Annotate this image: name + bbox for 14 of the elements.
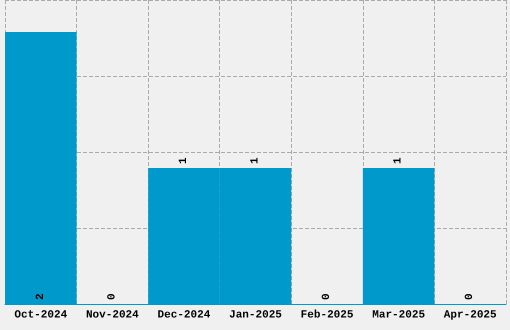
x-tick-label: Feb-2025: [300, 310, 354, 322]
data-label: 1: [392, 156, 405, 164]
data-label: 0: [106, 293, 118, 300]
x-tick-label: Apr-2025: [444, 310, 498, 322]
data-label: 1: [178, 156, 190, 164]
x-tick-label: Oct-2024: [14, 310, 68, 322]
data-label: 0: [321, 293, 334, 300]
data-label: 2: [34, 293, 47, 300]
x-tick-label: Dec-2024: [158, 310, 211, 322]
data-label: 0: [464, 293, 476, 300]
x-tick-label: Mar-2025: [372, 310, 426, 322]
x-tick-label: Jan-2025: [229, 310, 282, 322]
data-label: 1: [250, 156, 262, 164]
x-tick-label: Nov-2024: [86, 310, 140, 322]
